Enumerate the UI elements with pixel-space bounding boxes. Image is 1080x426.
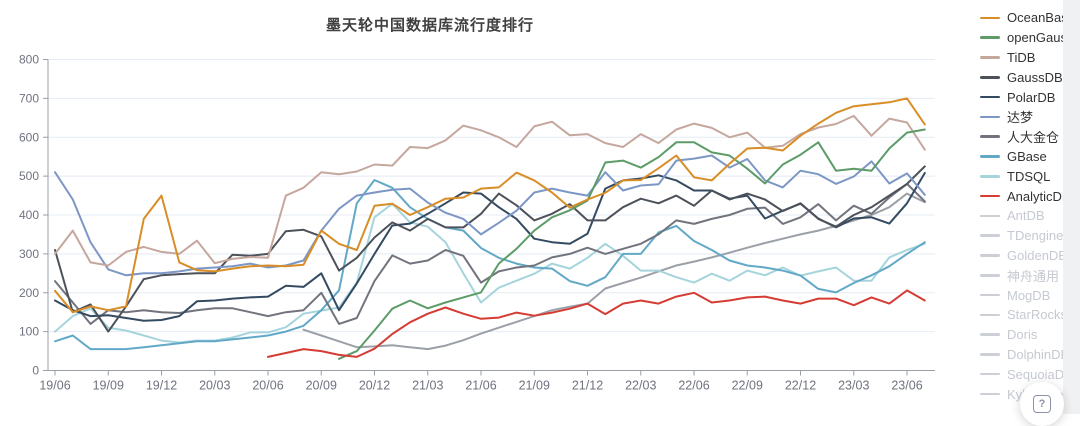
legend-item-TiDB[interactable]: TiDB [980,48,1064,68]
legend-swatch [980,313,1000,317]
legend-item-AnalyticDB[interactable]: AnalyticDB [980,186,1071,206]
series-line-TiDB [54,114,926,267]
series-line-达梦 [54,154,926,277]
x-tick-label: 21/12 [572,379,603,393]
y-tick-label: 300 [19,247,39,261]
legend-item-StarRocks[interactable]: StarRocks [980,305,1067,325]
legend-label: GBase [1007,148,1047,164]
x-tick-label: 22/09 [732,379,763,393]
y-tick-label: 600 [19,130,39,144]
legend-label: Doris [1007,327,1038,343]
legend-item-GBase[interactable]: GBase [980,147,1064,167]
legend-label: openGauss [1007,30,1074,46]
legend-label: TDSQL [1007,168,1051,184]
legend-swatch [980,56,1000,59]
x-tick-label: 20/06 [252,379,283,393]
x-tick-label: 23/06 [891,379,922,393]
x-tick-label: 19/09 [93,379,124,393]
legend-item-Doris[interactable]: Doris [980,325,1064,345]
series-line-AnalyticDB [267,289,926,358]
legend-label: 神舟通用 [1007,268,1060,284]
legend-item-GaussDB[interactable]: GaussDB [980,67,1064,87]
help-icon: ? [1033,395,1051,413]
series-line-AntDB [302,192,926,351]
legend-item-TDengine[interactable]: TDengine [980,226,1064,246]
legend-item-GoldenDB[interactable]: GoldenDB [980,246,1067,266]
legend-swatch [980,372,1000,376]
series-line-PolarDB [54,172,926,322]
legend-swatch [980,36,1000,39]
x-tick-label: 20/03 [199,379,230,393]
legend-swatch [980,333,1000,336]
legend-label: StarRocks [1007,307,1067,323]
legend: OceanBase openGauss TiDB GaussDB PolarDB 达梦人大… [980,8,1075,404]
x-tick-label: 19/12 [146,379,177,393]
legend-swatch [980,95,1000,99]
legend-swatch [980,155,1000,158]
legend-swatch [980,115,1000,119]
series-line-GBase [54,179,926,351]
legend-label: AntDB [1007,208,1045,224]
x-tick-label: 22/12 [785,379,816,393]
chart-title: 墨天轮中国数据库流行度排行 [325,17,534,34]
legend-item-TDSQL[interactable]: TDSQL [980,166,1064,186]
legend-swatch [980,392,1000,396]
legend-label: OceanBase [1007,10,1075,26]
x-tick-label: 19/06 [39,379,70,393]
legend-label: GoldenDB [1007,247,1067,263]
legend-swatch [980,274,1000,277]
y-tick-label: 500 [19,169,39,183]
y-tick-label: 400 [19,208,39,222]
series-line-openGauss [338,128,926,360]
legend-label: PolarDB [1007,89,1056,105]
legend-label: DolphinDB [1007,346,1070,362]
legend-swatch [980,76,1000,79]
legend-swatch [980,293,1000,297]
legend-label: 达梦 [1007,110,1034,126]
legend-item-DolphinDB[interactable]: DolphinDB [980,345,1069,365]
y-tick-label: 0 [32,364,39,378]
x-tick-label: 23/03 [838,379,869,393]
y-tick-label: 800 [19,53,39,67]
line-chart: 0 100 200 300 400 500 600 700 800 19/06 19/09 19/12… [19,53,935,393]
legend-label: TiDB [1007,49,1036,65]
legend-item-SequoiaDB[interactable]: SequoiaDB [980,364,1073,384]
series-line-OceanBase [54,97,926,314]
y-tick-label: 100 [19,325,39,339]
legend-label: AnalyticDB [1007,188,1071,204]
y-tick-label: 700 [19,91,39,105]
x-tick-label: 21/06 [465,379,496,393]
legend-item-AntDB[interactable]: AntDB [980,206,1064,226]
legend-swatch [980,135,1000,138]
series-line-GaussDB [54,165,926,333]
page-edge-strip [1063,0,1080,414]
x-tick-label: 20/12 [359,379,390,393]
legend-label: TDengine [1007,228,1064,244]
x-tick-label: 21/03 [412,379,443,393]
legend-item-PolarDB[interactable]: PolarDB [980,87,1064,107]
legend-label: GaussDB [1007,69,1063,85]
legend-item-人大金仓[interactable]: 人大金仓 [980,127,1064,147]
legend-label: MogDB [1007,287,1051,303]
x-tick-label: 22/03 [625,379,656,393]
legend-label: SequoiaDB [1007,366,1073,382]
legend-swatch [980,194,1000,198]
x-tick-label: 20/09 [306,379,337,393]
legend-item-OceanBase[interactable]: OceanBase [980,8,1075,28]
legend-item-openGauss[interactable]: openGauss [980,28,1074,48]
legend-swatch [980,214,1000,218]
legend-item-MogDB[interactable]: MogDB [980,285,1064,305]
legend-swatch [980,234,1000,237]
legend-label: 人大金仓 [1007,130,1060,146]
x-tick-label: 22/06 [678,379,709,393]
help-button[interactable]: ? [1020,382,1064,426]
legend-swatch [980,175,1000,178]
legend-swatch [980,16,1000,20]
y-tick-label: 200 [19,286,39,300]
x-tick-label: 21/09 [519,379,550,393]
legend-item-神舟通用[interactable]: 神舟通用 [980,265,1064,285]
legend-swatch [980,353,1000,356]
legend-swatch [980,254,1000,257]
legend-item-达梦[interactable]: 达梦 [980,107,1064,127]
